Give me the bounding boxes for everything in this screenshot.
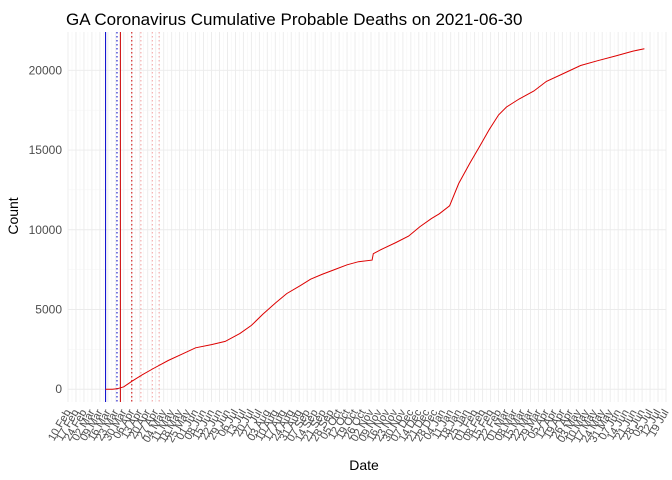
y-axis-title: Count (5, 197, 21, 234)
chart-title: GA Coronavirus Cumulative Probable Death… (66, 10, 522, 29)
series-layer (105, 48, 645, 390)
reference-lines (105, 32, 160, 402)
series-line (105, 48, 645, 390)
y-axis-ticks: 0 5000 10000 15000 20000 (29, 63, 63, 396)
y-tick-label: 10000 (29, 223, 63, 237)
y-tick-label: 5000 (35, 303, 62, 317)
y-tick-label: 0 (55, 382, 62, 396)
y-tick-label: 15000 (29, 143, 63, 157)
grid (67, 32, 667, 402)
y-tick-label: 20000 (29, 63, 63, 77)
x-axis-title: Date (349, 457, 379, 473)
